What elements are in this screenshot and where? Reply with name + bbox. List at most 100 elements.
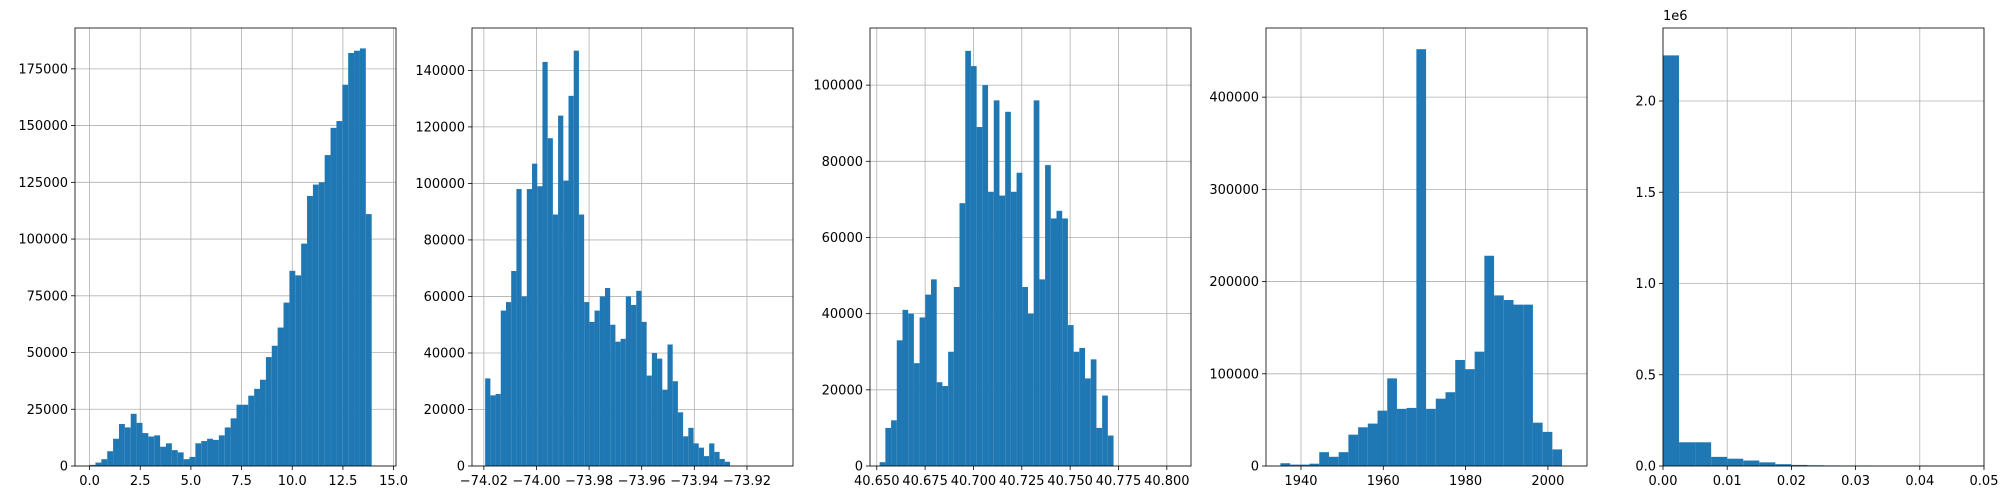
- histogram-bar: [896, 340, 903, 466]
- histogram-bar: [265, 357, 272, 466]
- histogram-bar: [289, 270, 296, 466]
- histogram-bar: [336, 121, 343, 467]
- histogram-bar: [271, 345, 278, 466]
- histogram-bar: [959, 203, 966, 466]
- y-tick-label: 120000: [415, 120, 465, 135]
- histogram-bar: [183, 459, 190, 466]
- x-tick-label: −73.92: [723, 474, 771, 489]
- histogram-bar: [1027, 313, 1034, 466]
- y-axis-ticks: 0 20000 40000 60000 80000 100000: [813, 79, 870, 475]
- histogram-bar: [521, 296, 527, 466]
- histogram-bar: [307, 195, 313, 466]
- histogram-bar: [709, 443, 715, 466]
- histogram-bar: [1474, 351, 1485, 466]
- histogram-bar: [552, 214, 559, 466]
- histogram-bar: [495, 393, 501, 466]
- y-tick-label: 0: [855, 460, 863, 475]
- x-tick-label: −74.00: [512, 474, 560, 489]
- histogram-bar: [201, 441, 208, 466]
- histogram-bar: [1338, 452, 1349, 466]
- histogram-bar: [1367, 423, 1378, 466]
- histogram-bar: [101, 459, 108, 466]
- y-tick-label: 50000: [27, 346, 68, 361]
- x-tick-label: −73.98: [565, 474, 613, 489]
- x-tick-label: 0.03: [1841, 474, 1870, 489]
- histogram-bar: [908, 313, 914, 466]
- histogram-bar: [213, 439, 219, 466]
- histogram-bar: [1743, 460, 1760, 466]
- histogram-panel-2: −74.02 −74.00 −73.98 −73.96 −73.94 −73.92 0 20…: [415, 27, 794, 489]
- histogram-bar: [248, 395, 255, 466]
- histogram-bar: [953, 286, 960, 466]
- histogram-bar: [1445, 392, 1456, 466]
- x-axis-ticks: 0.00 0.01 0.02 0.03 0.04 0.05: [1649, 466, 1998, 489]
- y-tick-label: 20000: [822, 383, 863, 398]
- histogram-bar: [902, 309, 909, 466]
- x-tick-label: 1980: [1449, 474, 1482, 489]
- x-tick-label: 40.750: [1047, 474, 1093, 489]
- histogram-bar: [342, 84, 349, 467]
- y-tick-label: 0: [1251, 460, 1259, 475]
- axes-frame: [869, 27, 1192, 467]
- histogram-bar: [330, 127, 337, 466]
- histogram-bar: [195, 443, 202, 466]
- histogram-bar: [578, 214, 585, 466]
- histogram-bar: [558, 115, 564, 466]
- histogram-bar: [547, 138, 553, 466]
- x-tick-label: 40.700: [951, 474, 997, 489]
- histogram-bar: [891, 420, 897, 466]
- histogram-bar: [1096, 427, 1103, 466]
- y-tick-label: 1.5: [1635, 186, 1656, 201]
- histogram-bar: [948, 351, 954, 466]
- x-axis-ticks: −74.02 −74.00 −73.98 −73.96 −73.94 −73.92: [460, 466, 771, 489]
- histogram-bar: [942, 386, 949, 466]
- histogram-bar: [1464, 369, 1475, 466]
- histogram-bar: [113, 438, 119, 466]
- histogram-bar: [485, 378, 491, 466]
- y-axis-ticks: 0 25000 50000 75000 100000 125000 150000 175000: [18, 62, 75, 475]
- histogram-bar: [1348, 434, 1359, 466]
- histogram-bar: [295, 275, 302, 466]
- bar-layer: [1663, 55, 1984, 467]
- histogram-bar: [625, 296, 632, 466]
- axes-frame: [471, 27, 794, 467]
- x-tick-label: 10.0: [278, 474, 307, 489]
- y-tick-label: 0.0: [1635, 460, 1656, 475]
- histogram-bar: [589, 321, 595, 466]
- histogram-bar: [970, 66, 977, 466]
- y-tick-label: 80000: [822, 155, 863, 170]
- histogram-bar: [688, 427, 694, 466]
- histogram-bar: [1663, 55, 1680, 467]
- histogram-bar: [1085, 378, 1091, 466]
- histogram-bar: [516, 189, 522, 466]
- x-tick-label: 1960: [1367, 474, 1400, 489]
- histogram-bar: [1062, 218, 1068, 466]
- histogram-bar: [584, 302, 590, 466]
- histogram-bar: [724, 461, 731, 466]
- histogram-bar: [142, 433, 149, 466]
- histogram-bar: [620, 338, 626, 466]
- y-tick-label: 100000: [415, 177, 465, 192]
- x-tick-label: 40.775: [1096, 474, 1142, 489]
- x-tick-label: 5.0: [181, 474, 202, 489]
- histogram-bar: [1503, 300, 1514, 466]
- axes-frame: [1265, 27, 1588, 467]
- histogram-bar: [610, 324, 616, 466]
- histogram-bar: [242, 404, 249, 466]
- histogram-bar: [1005, 111, 1011, 466]
- y-tick-label: 300000: [1209, 183, 1259, 198]
- histogram-bar: [931, 279, 937, 466]
- histogram-bar: [594, 310, 600, 466]
- histogram-bar: [568, 95, 574, 466]
- histogram-panel-1: 0.0 2.5 5.0 7.5 10.0 12.5 15.0 0 25000 50000 7500…: [18, 27, 408, 489]
- histogram-bar: [537, 186, 543, 466]
- histogram-bar: [1523, 304, 1533, 466]
- x-tick-label: 0.00: [1649, 474, 1678, 489]
- histogram-bar: [714, 451, 720, 466]
- histogram-bar: [1695, 442, 1712, 466]
- histogram-bar: [1107, 435, 1114, 466]
- y-tick-label: 0: [457, 460, 465, 475]
- x-tick-label: −73.96: [618, 474, 666, 489]
- x-tick-label: 1940: [1284, 474, 1317, 489]
